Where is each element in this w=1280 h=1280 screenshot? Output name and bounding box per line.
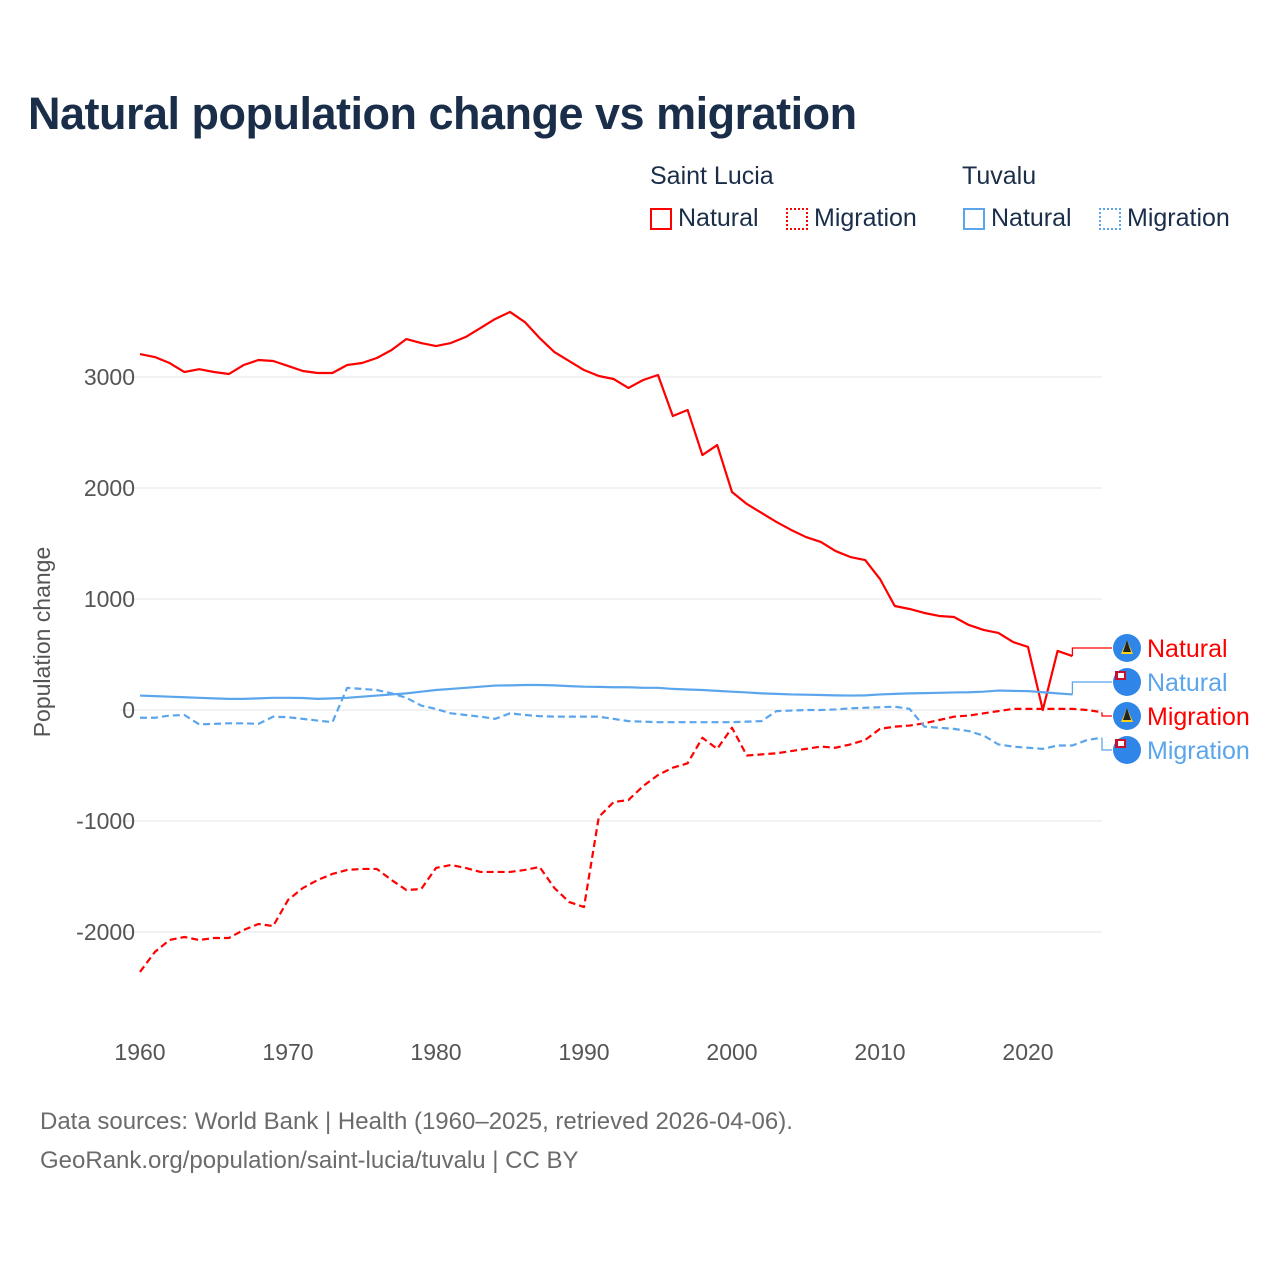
legend-group-tuvalu: Tuvalu [962, 162, 1037, 190]
solid-swatch-icon [650, 207, 672, 230]
legend-item-tuvalu-natural[interactable]: Natural [963, 204, 1072, 233]
y-tick-label: -2000 [76, 919, 135, 945]
end-label: Natural [1147, 635, 1228, 663]
legend-item-tuvalu-migration[interactable]: Migration [1099, 204, 1230, 233]
chart-title: Natural population change vs migration [28, 88, 857, 139]
series-line-saint-lucia-migration [139, 707, 1103, 973]
x-tick-label: 1980 [410, 1039, 461, 1065]
label-connector [1101, 712, 1112, 717]
x-tick-label: 2020 [1002, 1039, 1053, 1065]
dotted-swatch-icon [786, 207, 808, 230]
y-tick-label: 0 [122, 697, 135, 723]
end-label: Natural [1147, 669, 1228, 697]
flag-triangle-icon [1123, 708, 1131, 720]
flag-triangle-icon [1123, 640, 1131, 652]
y-tick-label: -1000 [76, 808, 135, 834]
y-tick-label: 3000 [84, 364, 135, 390]
series-line-saint-lucia-natural [139, 310, 1073, 712]
x-tick-label: 2000 [706, 1039, 757, 1065]
label-connector [1071, 647, 1112, 657]
legend-label: Migration [814, 204, 917, 232]
x-tick-label: 1960 [114, 1039, 165, 1065]
x-tick-label: 1990 [558, 1039, 609, 1065]
source-line: Data sources: World Bank | Health (1960–… [40, 1108, 793, 1135]
source-link[interactable]: GeoRank.org/population/saint-lucia/tuval… [40, 1147, 579, 1174]
legend-group-saint-lucia: Saint Lucia [650, 162, 774, 190]
series-line-tuvalu-natural [139, 683, 1073, 701]
x-tick-label: 1970 [262, 1039, 313, 1065]
legend-item-saint-lucia-migration[interactable]: Migration [786, 204, 917, 233]
solid-swatch-icon [963, 207, 985, 230]
y-tick-label: 1000 [84, 586, 135, 612]
flag-union-jack-icon [1118, 673, 1124, 678]
legend-label: Natural [678, 204, 759, 232]
end-label: Migration [1147, 703, 1250, 731]
end-label: Migration [1147, 737, 1250, 765]
legend-label: Natural [991, 204, 1072, 232]
legend-item-saint-lucia-natural[interactable]: Natural [650, 204, 759, 233]
y-axis-label: Population change [29, 547, 55, 738]
x-tick-label: 2010 [854, 1039, 905, 1065]
dotted-swatch-icon [1099, 207, 1121, 230]
label-connector [1071, 681, 1112, 695]
flag-union-jack-icon [1118, 741, 1124, 746]
y-tick-label: 2000 [84, 475, 135, 501]
label-connector [1101, 737, 1112, 751]
legend-label: Migration [1127, 204, 1230, 232]
series-line-tuvalu-migration [140, 686, 1103, 750]
